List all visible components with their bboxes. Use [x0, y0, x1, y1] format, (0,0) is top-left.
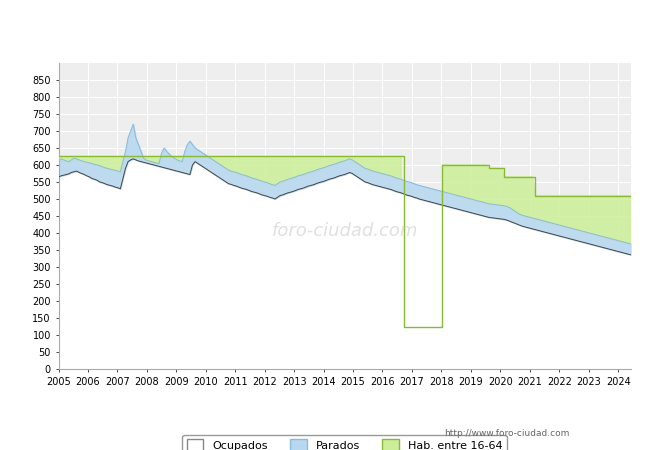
Text: http://www.foro-ciudad.com: http://www.foro-ciudad.com	[445, 429, 569, 438]
Legend: Ocupados, Parados, Hab. entre 16-64: Ocupados, Parados, Hab. entre 16-64	[182, 435, 507, 450]
Text: foro-ciudad.com: foro-ciudad.com	[271, 222, 418, 240]
Text: Valle de Tobalina - Evolucion de la poblacion en edad de Trabajar Mayo de 2024: Valle de Tobalina - Evolucion de la pobl…	[59, 21, 591, 33]
